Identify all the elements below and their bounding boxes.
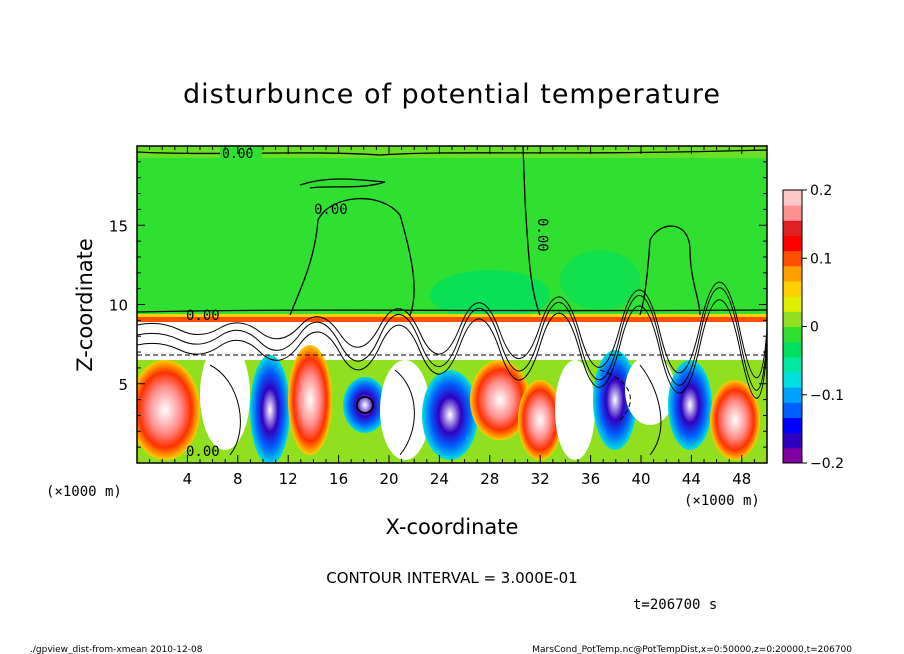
contour-line [137,281,767,379]
contour-line [394,369,415,456]
x-tick-label: 44 [682,470,701,488]
x-tick-label: 20 [379,470,398,488]
plume [593,350,637,450]
x-tick-label: 24 [430,470,449,488]
field-tone-1 [137,146,767,158]
colorbar-tick-label: −0.1 [810,388,844,404]
colorbar-swatch [783,356,802,373]
colorbar-tick-label: 0.1 [810,251,832,267]
x-tick-label: 16 [329,470,348,488]
contour-line [137,309,767,313]
colorbar-swatch [783,311,802,327]
field-tone-3 [560,250,640,310]
time-label: t=206700 s [633,597,717,613]
plume [137,360,200,460]
contour-label: 0.00 [186,308,220,324]
field-interface [137,316,767,322]
colorbar-swatch [783,326,802,343]
x-axis: 4 8 12 16 20 24 28 32 36 40 44 48 [149,146,755,488]
plume [625,355,675,425]
x-tick-label: 12 [279,470,298,488]
contour-line [299,178,386,189]
contour-label: 0.00 [314,202,348,218]
chart-title: disturbunce of potential temperature [183,79,721,110]
plume [343,377,387,433]
contour-line [522,146,541,316]
plume [422,370,478,460]
footer-right: MarsCond_PotTemp.nc@PotTempDist,x=0:5000… [532,645,852,654]
x-tick-label: 28 [480,470,499,488]
contour-line [137,299,767,399]
colorbar-tick-label: −0.2 [810,456,844,472]
interface-contours [137,281,767,399]
x-unit-label-left: (×1000 m) [46,484,122,500]
contour-line [599,369,631,421]
colorbar-swatch [783,235,802,252]
x-tick-label: 40 [631,470,650,488]
x-tick-label: 4 [183,470,193,488]
plume [288,345,332,455]
colorbar-swatch [783,250,802,267]
colorbar-swatch [783,341,802,358]
contour-line [639,364,662,456]
colorbar-swatch [783,402,802,418]
contour-line [356,396,374,414]
colorbar-swatch [783,417,802,434]
field-interface-2 [137,314,767,317]
colorbar-tick-label: 0 [810,320,819,336]
x-axis-label: X-coordinate [386,515,519,539]
lower-contours [209,364,662,456]
colorbar-swatch [783,447,802,464]
colorbar-swatch [783,432,802,449]
y-axis-label: Z-coordinate [73,238,97,372]
colorbar-swatch [783,387,802,403]
colorbar-swatch [783,220,802,236]
plot-area: 0.00 0.00 0.00 0.00 0.00 [137,146,767,463]
x-tick-label: 48 [732,470,751,488]
plume [380,360,430,460]
plume [470,360,530,440]
contour-line [137,287,767,391]
contour-interval-label: CONTOUR INTERVAL = 3.000E-01 [326,569,577,587]
contour-line [289,197,415,316]
colorbar-swatch [783,265,802,282]
contour-label: 0.00 [222,147,253,162]
colorbar-ticks: 0.2 0.1 0 −0.1 −0.2 [802,183,844,472]
x-tick-label: 8 [233,470,243,488]
contour-label: 0.00 [534,218,550,252]
colorbar-swatch [783,281,802,297]
plume [518,380,562,460]
colorbar-swatch [783,296,802,312]
colorbar-swatch [783,205,802,221]
field-tone-2 [430,270,550,320]
x-tick-label: 32 [531,470,550,488]
plume [710,380,760,460]
plume [668,360,712,450]
y-tick-label: 15 [109,217,128,235]
y-tick-label: 10 [109,297,128,315]
plume [555,360,595,460]
y-axis: 5 10 15 [109,161,767,448]
colorbar-swatch [783,372,802,388]
contour-label: 0.00 [186,444,220,460]
colorbar-swatch [783,190,802,206]
x-tick-label: 36 [581,470,600,488]
x-unit-label-right: (×1000 m) [684,493,760,509]
lower-plumes [137,340,760,463]
plume [200,340,250,450]
y-tick-label: 5 [118,376,128,394]
colorbar-tick-label: 0.2 [810,183,832,199]
contour-line [209,364,241,456]
colorbar [783,190,802,464]
plume [250,355,290,463]
footer-left: ./gpview_dist-from-xmean 2010-12-08 [30,645,203,654]
